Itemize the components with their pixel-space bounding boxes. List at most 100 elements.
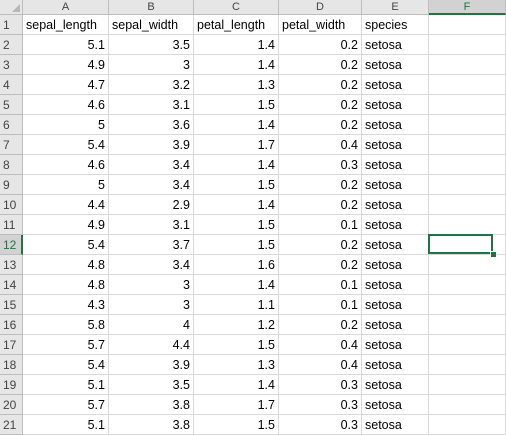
cell-e6[interactable]: setosa [362,115,429,135]
cell-b6[interactable]: 3.6 [109,115,194,135]
cell-a19[interactable]: 5.1 [23,375,109,395]
cell-a12[interactable]: 5.4 [23,235,109,255]
row-header-6[interactable]: 6 [0,115,23,135]
cell-f3[interactable] [429,55,506,75]
cell-f2[interactable] [429,35,506,55]
cell-e11[interactable]: setosa [362,215,429,235]
cell-d1[interactable]: petal_width [279,15,362,35]
row-header-8[interactable]: 8 [0,155,23,175]
cell-f8[interactable] [429,155,506,175]
cell-d18[interactable]: 0.4 [279,355,362,375]
cell-d3[interactable]: 0.2 [279,55,362,75]
cell-e8[interactable]: setosa [362,155,429,175]
cell-d17[interactable]: 0.4 [279,335,362,355]
cell-a13[interactable]: 4.8 [23,255,109,275]
cell-f18[interactable] [429,355,506,375]
cell-e18[interactable]: setosa [362,355,429,375]
cell-b7[interactable]: 3.9 [109,135,194,155]
cell-b13[interactable]: 3.4 [109,255,194,275]
cell-c21[interactable]: 1.5 [194,415,279,435]
cell-d19[interactable]: 0.3 [279,375,362,395]
cell-b10[interactable]: 2.9 [109,195,194,215]
cell-b5[interactable]: 3.1 [109,95,194,115]
row-header-18[interactable]: 18 [0,355,23,375]
fill-handle[interactable] [490,251,497,258]
cell-d13[interactable]: 0.2 [279,255,362,275]
row-header-16[interactable]: 16 [0,315,23,335]
row-header-11[interactable]: 11 [0,215,23,235]
cell-c19[interactable]: 1.4 [194,375,279,395]
cell-a7[interactable]: 5.4 [23,135,109,155]
cell-f11[interactable] [429,215,506,235]
cell-f5[interactable] [429,95,506,115]
row-header-1[interactable]: 1 [0,15,23,35]
cell-a6[interactable]: 5 [23,115,109,135]
cell-d6[interactable]: 0.2 [279,115,362,135]
column-header-f[interactable]: F [429,0,506,15]
column-header-e[interactable]: E [362,0,429,15]
cell-d14[interactable]: 0.1 [279,275,362,295]
cell-b9[interactable]: 3.4 [109,175,194,195]
row-header-3[interactable]: 3 [0,55,23,75]
row-header-2[interactable]: 2 [0,35,23,55]
cell-c1[interactable]: petal_length [194,15,279,35]
row-header-17[interactable]: 17 [0,335,23,355]
cell-b4[interactable]: 3.2 [109,75,194,95]
row-header-21[interactable]: 21 [0,415,23,435]
row-header-13[interactable]: 13 [0,255,23,275]
cell-e21[interactable]: setosa [362,415,429,435]
cell-c9[interactable]: 1.5 [194,175,279,195]
cell-e20[interactable]: setosa [362,395,429,415]
cell-c7[interactable]: 1.7 [194,135,279,155]
cell-a18[interactable]: 5.4 [23,355,109,375]
cell-a15[interactable]: 4.3 [23,295,109,315]
cell-a17[interactable]: 5.7 [23,335,109,355]
column-header-c[interactable]: C [194,0,279,15]
cell-b8[interactable]: 3.4 [109,155,194,175]
cell-e9[interactable]: setosa [362,175,429,195]
cell-a2[interactable]: 5.1 [23,35,109,55]
row-header-9[interactable]: 9 [0,175,23,195]
cell-f16[interactable] [429,315,506,335]
cell-b18[interactable]: 3.9 [109,355,194,375]
row-header-7[interactable]: 7 [0,135,23,155]
cell-f4[interactable] [429,75,506,95]
cell-b21[interactable]: 3.8 [109,415,194,435]
cell-f14[interactable] [429,275,506,295]
row-header-12[interactable]: 12 [0,235,23,255]
cell-b20[interactable]: 3.8 [109,395,194,415]
cell-b2[interactable]: 3.5 [109,35,194,55]
cell-b12[interactable]: 3.7 [109,235,194,255]
row-header-20[interactable]: 20 [0,395,23,415]
cell-c16[interactable]: 1.2 [194,315,279,335]
cell-a16[interactable]: 5.8 [23,315,109,335]
cell-b11[interactable]: 3.1 [109,215,194,235]
cell-c4[interactable]: 1.3 [194,75,279,95]
cell-d9[interactable]: 0.2 [279,175,362,195]
cell-e12[interactable]: setosa [362,235,429,255]
cell-c5[interactable]: 1.5 [194,95,279,115]
cell-a9[interactable]: 5 [23,175,109,195]
cell-c17[interactable]: 1.5 [194,335,279,355]
cell-d8[interactable]: 0.3 [279,155,362,175]
cell-f1[interactable] [429,15,506,35]
cell-b14[interactable]: 3 [109,275,194,295]
cell-c6[interactable]: 1.4 [194,115,279,135]
row-header-4[interactable]: 4 [0,75,23,95]
cell-b15[interactable]: 3 [109,295,194,315]
cell-c11[interactable]: 1.5 [194,215,279,235]
cell-f10[interactable] [429,195,506,215]
cell-c15[interactable]: 1.1 [194,295,279,315]
cell-a1[interactable]: sepal_length [23,15,109,35]
cell-d10[interactable]: 0.2 [279,195,362,215]
row-header-19[interactable]: 19 [0,375,23,395]
cell-f15[interactable] [429,295,506,315]
cell-f13[interactable] [429,255,506,275]
cell-a11[interactable]: 4.9 [23,215,109,235]
cell-c14[interactable]: 1.4 [194,275,279,295]
cell-e15[interactable]: setosa [362,295,429,315]
cell-d16[interactable]: 0.2 [279,315,362,335]
cell-d4[interactable]: 0.2 [279,75,362,95]
cell-e3[interactable]: setosa [362,55,429,75]
cell-e4[interactable]: setosa [362,75,429,95]
